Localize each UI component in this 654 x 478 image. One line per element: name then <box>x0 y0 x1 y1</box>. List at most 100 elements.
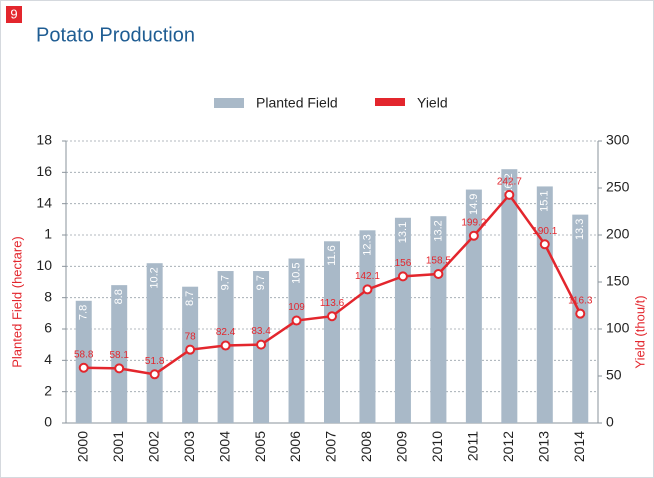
y2-tick-label: 100 <box>606 320 630 336</box>
y-tick-label: 10 <box>36 257 52 273</box>
point-value-label: 113.6 <box>320 298 345 309</box>
bar-value-label: 9.7 <box>255 275 267 290</box>
line-point <box>327 311 337 322</box>
bar <box>146 263 163 423</box>
y-tick-label: 16 <box>36 163 52 179</box>
y-axis-title: Planted Field (hectare) <box>9 236 24 368</box>
line-point <box>575 308 586 319</box>
y-tick-label: 0 <box>44 414 52 430</box>
y2-tick-label: 200 <box>606 226 630 242</box>
bar-value-label: 9.7 <box>220 275 232 290</box>
point-value-label: 58.1 <box>109 350 129 361</box>
line-point <box>291 315 302 326</box>
x-tick-label: 2014 <box>571 431 587 462</box>
point-value-label: 142.1 <box>355 271 380 282</box>
bar <box>111 285 128 423</box>
line-point <box>433 269 444 280</box>
point-value-label: 58.8 <box>74 349 94 360</box>
x-tick-label: 2003 <box>181 431 197 462</box>
chart-title: Potato Production <box>36 24 195 46</box>
line-point <box>468 230 479 241</box>
point-value-label: 78 <box>185 331 197 342</box>
bar-value-label: 12.3 <box>361 234 373 255</box>
bar-value-label: 10.5 <box>290 263 302 284</box>
point-value-label: 109 <box>288 302 305 313</box>
y2-tick-label: 150 <box>606 273 630 289</box>
point-value-label: 83.4 <box>251 326 271 337</box>
bar-value-label: 10.2 <box>149 267 161 288</box>
y2-tick-label: 50 <box>606 367 622 383</box>
bar <box>394 217 411 423</box>
bar-value-label: 13.3 <box>574 219 586 240</box>
x-tick-label: 2010 <box>429 431 445 462</box>
line-point <box>397 271 408 282</box>
y2-axis-title: Yield (thou/t) <box>632 295 647 368</box>
x-tick-label: 2011 <box>465 431 481 461</box>
point-value-label: 190.1 <box>532 226 557 237</box>
y2-tick-label: 250 <box>606 179 630 195</box>
y-tick-label: 8 <box>44 288 52 304</box>
y-tick-label: 6 <box>44 320 52 336</box>
bar-value-label: 16.2 <box>503 173 515 194</box>
bar-value-label: 13.1 <box>397 222 409 243</box>
bar <box>536 186 553 423</box>
line-point <box>78 362 89 373</box>
badge: 9 <box>10 6 17 21</box>
line-point <box>220 340 231 351</box>
bar <box>359 230 376 423</box>
x-tick-label: 2002 <box>145 431 161 462</box>
x-tick-label: 2000 <box>74 431 90 462</box>
bar-value-label: 7.8 <box>78 305 90 320</box>
x-tick-label: 2004 <box>216 431 232 462</box>
point-value-label: 158.5 <box>426 256 451 267</box>
x-tick-label: 2012 <box>500 431 516 462</box>
legend-swatch <box>375 98 405 106</box>
x-tick-label: 2009 <box>394 431 410 462</box>
x-tick-label: 2008 <box>358 431 374 462</box>
legend-label: Planted Field <box>256 95 338 111</box>
y-tick-label: 14 <box>36 194 52 210</box>
bar <box>501 169 518 423</box>
x-tick-label: 2013 <box>536 431 552 462</box>
badge-box <box>6 6 22 23</box>
y-tick-label: 4 <box>44 351 52 367</box>
point-value-label: 199.2 <box>461 217 486 228</box>
y2-tick-label: 300 <box>606 132 630 148</box>
line-point <box>256 339 267 350</box>
x-tick-label: 2006 <box>287 431 303 462</box>
point-value-label: 242.7 <box>497 177 522 188</box>
legend-swatch <box>214 98 244 108</box>
y2-tick-label: 0 <box>606 414 614 430</box>
bar <box>75 300 92 423</box>
bar-value-label: 13.2 <box>432 220 444 241</box>
x-tick-label: 2005 <box>252 431 268 462</box>
bar-value-label: 8.8 <box>113 289 125 304</box>
x-tick-label: 2007 <box>323 431 339 462</box>
line-point <box>114 363 125 374</box>
bar <box>324 241 340 423</box>
bar-value-label: 11.6 <box>326 245 338 266</box>
y-tick-label: 18 <box>36 132 52 148</box>
legend-label: Yield <box>417 95 448 111</box>
point-value-label: 82.4 <box>216 327 236 338</box>
point-value-label: 116.3 <box>568 295 593 306</box>
y-tick-label: 1 <box>44 226 52 242</box>
line-point <box>149 369 160 380</box>
x-tick-label: 2001 <box>110 431 126 462</box>
bar <box>465 189 482 423</box>
line-point <box>539 239 550 250</box>
point-value-label: 156 <box>395 258 412 269</box>
bar <box>572 214 589 423</box>
bar-value-label: 14.9 <box>468 194 480 215</box>
bar-value-label: 8.7 <box>184 291 196 306</box>
bar <box>288 258 305 423</box>
line-point <box>362 284 373 295</box>
bar <box>430 216 447 423</box>
line-point <box>504 189 515 200</box>
bar-value-label: 15.1 <box>539 190 551 211</box>
point-value-label: 51.8 <box>145 356 165 367</box>
y-tick-label: 2 <box>44 382 52 398</box>
line-point <box>185 344 196 355</box>
bar <box>182 286 199 423</box>
